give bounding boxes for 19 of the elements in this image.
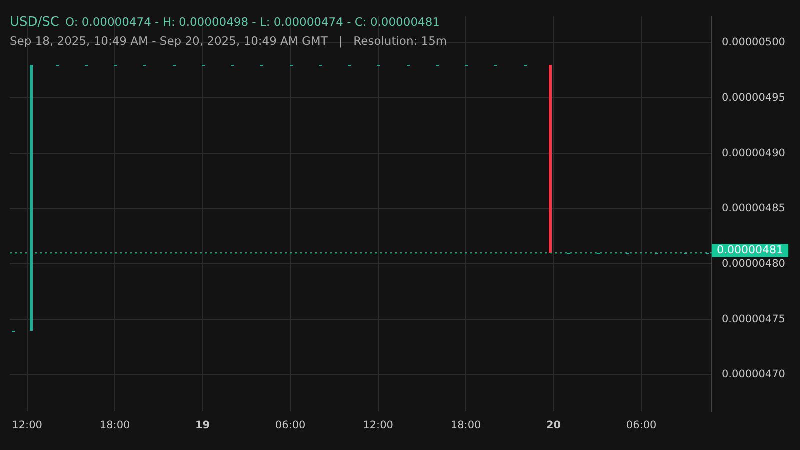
x-tick-label: 12:00 bbox=[12, 419, 42, 432]
y-tick-label: 0.00000495 bbox=[722, 92, 786, 104]
chart-subtitle: O: 0.00000474 - H: 0.00000498 - L: 0.00000474 - C: 0.00000481 bbox=[66, 15, 440, 29]
x-tick-label: 18:00 bbox=[100, 419, 130, 432]
x-tick-label: 19 bbox=[195, 419, 210, 432]
x-tick-label: 06:00 bbox=[275, 419, 306, 432]
y-tick-label: 0.00000500 bbox=[722, 36, 786, 49]
annotation: Sep 18, 2025, 10:49 AM - Sep 20, 2025, 10:49 AM GMT | Resolution: 15m bbox=[10, 34, 448, 48]
y-tick-label: 0.00000490 bbox=[722, 147, 786, 160]
chart-title: USD/SC bbox=[10, 15, 60, 30]
y-tick-label: 0.00000485 bbox=[722, 202, 786, 215]
x-tick-label: 20 bbox=[546, 419, 562, 432]
ref-line-label: 0.00000481 bbox=[717, 244, 784, 256]
x-tick-label: 18:00 bbox=[450, 419, 482, 432]
x-tick-label: 06:00 bbox=[626, 419, 657, 432]
x-tick-label: 12:00 bbox=[363, 419, 394, 432]
y-tick-label: 0.00000475 bbox=[722, 313, 786, 326]
y-tick-label: 0.00000470 bbox=[722, 368, 786, 381]
y-tick-label: 0.00000480 bbox=[722, 258, 786, 270]
